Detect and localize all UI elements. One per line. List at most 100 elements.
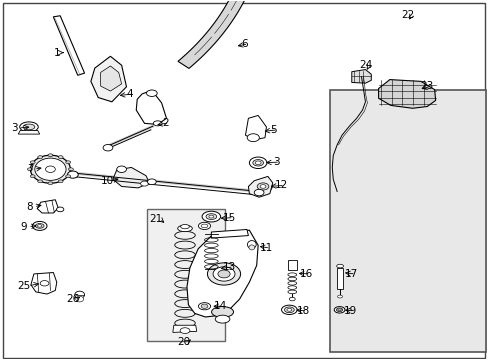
Polygon shape [91, 56, 126, 102]
Ellipse shape [153, 121, 162, 126]
Ellipse shape [117, 166, 126, 172]
Polygon shape [113, 167, 149, 188]
Ellipse shape [213, 267, 235, 281]
Ellipse shape [180, 328, 189, 333]
Text: 14: 14 [213, 301, 226, 311]
Text: 20: 20 [177, 337, 190, 347]
Polygon shape [378, 80, 435, 108]
Bar [336, 268, 342, 289]
Text: 8: 8 [26, 202, 33, 212]
Bar [287, 260, 296, 270]
Polygon shape [248, 176, 272, 197]
Text: 3: 3 [272, 157, 279, 167]
Ellipse shape [337, 295, 342, 298]
Text: 2: 2 [162, 118, 168, 128]
Ellipse shape [249, 157, 266, 168]
Ellipse shape [205, 214, 216, 220]
Ellipse shape [333, 307, 344, 313]
Ellipse shape [38, 225, 42, 227]
Polygon shape [101, 66, 122, 91]
Text: 24: 24 [358, 60, 371, 70]
Text: 26: 26 [66, 294, 80, 304]
Ellipse shape [35, 224, 44, 228]
Ellipse shape [58, 180, 63, 183]
Polygon shape [37, 200, 58, 213]
Ellipse shape [260, 185, 265, 188]
Ellipse shape [146, 90, 157, 96]
Ellipse shape [215, 315, 229, 323]
Ellipse shape [253, 180, 272, 193]
Text: 3: 3 [11, 123, 18, 133]
Text: 16: 16 [300, 269, 313, 279]
Ellipse shape [336, 308, 342, 312]
Polygon shape [211, 229, 248, 238]
Ellipse shape [65, 161, 70, 164]
Ellipse shape [255, 161, 261, 165]
Polygon shape [172, 325, 196, 332]
Polygon shape [186, 230, 258, 317]
Ellipse shape [75, 291, 84, 298]
Polygon shape [136, 90, 166, 125]
Text: 15: 15 [223, 213, 236, 222]
Polygon shape [351, 69, 370, 83]
Ellipse shape [32, 221, 47, 230]
Ellipse shape [38, 156, 42, 158]
Ellipse shape [65, 175, 70, 178]
Ellipse shape [246, 134, 259, 141]
Text: 10: 10 [100, 176, 113, 186]
Text: 7: 7 [26, 164, 33, 174]
Ellipse shape [336, 264, 343, 268]
Polygon shape [178, 0, 259, 68]
Polygon shape [31, 273, 57, 294]
Text: 5: 5 [270, 125, 277, 135]
Ellipse shape [289, 297, 295, 301]
Ellipse shape [252, 159, 263, 166]
Ellipse shape [30, 175, 35, 178]
Ellipse shape [48, 154, 53, 157]
Text: 17: 17 [345, 269, 358, 279]
Ellipse shape [257, 183, 268, 190]
Ellipse shape [147, 179, 156, 185]
Ellipse shape [198, 222, 210, 229]
Ellipse shape [30, 161, 35, 164]
Ellipse shape [45, 166, 55, 172]
Polygon shape [18, 131, 40, 134]
Text: 23: 23 [420, 81, 433, 91]
Ellipse shape [38, 180, 42, 183]
Ellipse shape [103, 144, 113, 151]
Text: 19: 19 [344, 306, 357, 316]
Text: 12: 12 [274, 180, 287, 190]
Text: 9: 9 [21, 222, 27, 231]
Ellipse shape [20, 122, 38, 132]
Text: 6: 6 [241, 39, 247, 49]
Text: 1: 1 [53, 48, 60, 58]
Ellipse shape [248, 245, 254, 250]
Ellipse shape [286, 309, 291, 311]
Ellipse shape [177, 225, 192, 231]
Ellipse shape [76, 296, 83, 302]
Ellipse shape [198, 303, 210, 310]
Ellipse shape [67, 171, 78, 178]
Ellipse shape [40, 280, 49, 286]
Text: 11: 11 [259, 243, 272, 253]
Ellipse shape [48, 182, 53, 185]
Ellipse shape [247, 240, 256, 248]
Text: 25: 25 [18, 281, 31, 291]
Ellipse shape [218, 270, 230, 278]
Ellipse shape [208, 215, 213, 218]
Ellipse shape [281, 305, 297, 315]
Text: 18: 18 [296, 306, 309, 316]
Polygon shape [53, 16, 84, 75]
Ellipse shape [35, 158, 66, 180]
Bar [147, 209, 224, 341]
Ellipse shape [141, 181, 148, 186]
Ellipse shape [202, 211, 220, 222]
Bar [329, 90, 485, 352]
Ellipse shape [337, 309, 341, 311]
Polygon shape [245, 116, 266, 140]
Ellipse shape [254, 189, 264, 196]
Ellipse shape [284, 307, 294, 313]
Ellipse shape [211, 307, 233, 318]
Text: 13: 13 [223, 262, 236, 272]
Ellipse shape [23, 124, 35, 130]
